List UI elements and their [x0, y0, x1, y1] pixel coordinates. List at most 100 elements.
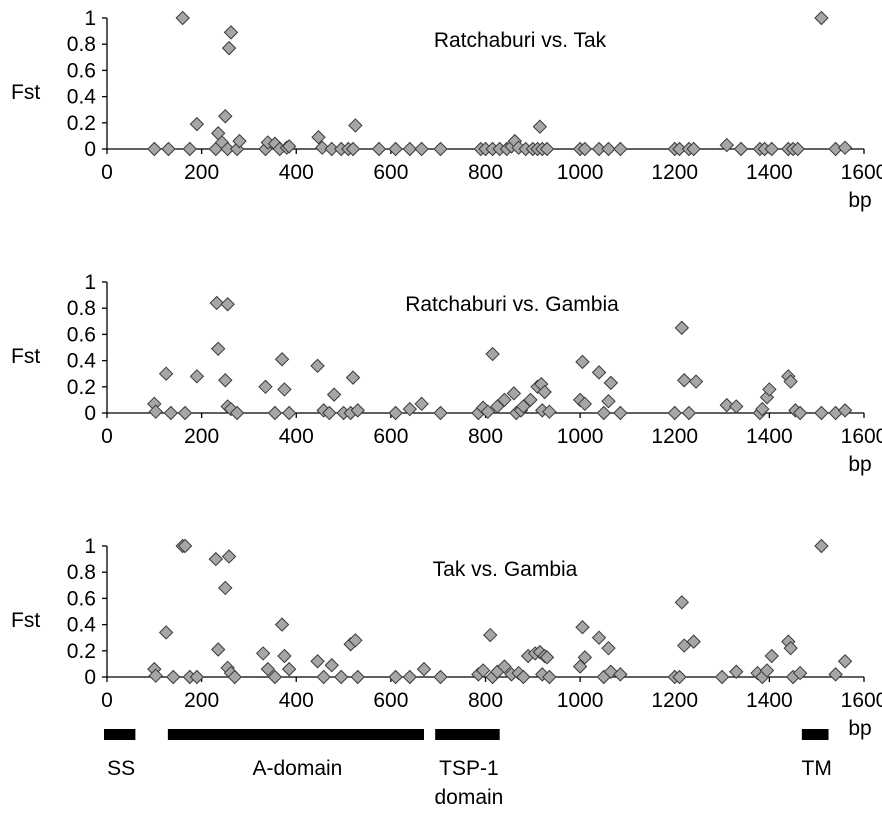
- data-point: [790, 141, 805, 157]
- data-point: [497, 659, 512, 674]
- data-point: [350, 403, 365, 418]
- data-point: [371, 141, 387, 157]
- data-point: [232, 133, 247, 149]
- data-point: [681, 405, 697, 421]
- data-point: [719, 397, 735, 413]
- data-point: [220, 297, 235, 312]
- x-tick-label: 1600: [841, 425, 882, 448]
- panel-title: Tak vs. Gambia: [433, 558, 578, 581]
- data-point: [189, 116, 205, 132]
- data-point: [764, 648, 779, 664]
- data-point: [388, 405, 403, 421]
- data-point: [837, 654, 853, 669]
- data-point: [310, 358, 325, 374]
- data-point: [258, 379, 273, 395]
- x-tick-label: 1200: [651, 161, 698, 184]
- data-point: [163, 405, 179, 421]
- data-point: [311, 130, 326, 145]
- data-point: [591, 365, 607, 380]
- data-point: [433, 405, 448, 421]
- domain-bar-segment: [801, 729, 829, 740]
- data-point: [542, 669, 557, 685]
- y-tick-label: 1: [84, 271, 96, 294]
- data-point: [729, 399, 744, 414]
- data-point: [227, 669, 242, 685]
- data-point: [255, 646, 271, 661]
- y-tick-label: 0.8: [67, 561, 96, 584]
- x-tick-label: 0: [101, 425, 113, 448]
- x-tick-label: 0: [101, 161, 113, 184]
- x-tick-label: 400: [279, 425, 314, 448]
- y-tick-label: 0.4: [67, 86, 97, 109]
- x-tick-label: 1000: [557, 689, 604, 712]
- data-point: [158, 366, 174, 381]
- x-axis-title: bp: [848, 453, 871, 476]
- y-tick-label: 0.6: [67, 587, 96, 610]
- data-point: [762, 382, 777, 397]
- y-tick-label: 0.8: [67, 33, 96, 56]
- panel-1: 0 0.2 0.4 0.6 0.8 1 0 200 400 600 800 1000 1200 1400 1…: [11, 7, 882, 212]
- data-point: [348, 118, 363, 133]
- domain-bar-segment: [104, 729, 136, 740]
- data-point: [596, 405, 611, 421]
- data-point: [208, 551, 224, 567]
- domain-label: domain: [434, 786, 503, 809]
- data-point: [575, 620, 590, 635]
- data-point: [414, 141, 429, 157]
- x-tick-label: 600: [373, 689, 408, 712]
- data-point: [281, 661, 297, 677]
- data-point: [210, 341, 226, 357]
- x-tick-label: 800: [468, 689, 503, 712]
- data-point: [182, 141, 198, 157]
- y-tick-label: 1: [84, 7, 96, 30]
- data-point: [218, 580, 233, 596]
- data-point: [792, 405, 808, 421]
- y-tick-label: 0.8: [67, 297, 96, 320]
- data-point: [601, 394, 616, 409]
- data-point: [277, 382, 292, 397]
- data-point: [688, 374, 704, 389]
- panels: 0 0.2 0.4 0.6 0.8 1 0 200 400 600 800 1000 1200 1400 1…: [11, 7, 882, 740]
- data-point: [218, 109, 233, 124]
- data-point: [148, 404, 163, 419]
- data-point: [814, 538, 829, 554]
- x-tick-label: 1400: [746, 689, 793, 712]
- x-tick-label: 1200: [651, 425, 698, 448]
- y-tick-label: 0.2: [67, 640, 96, 663]
- data-point: [281, 139, 297, 154]
- data-point: [537, 384, 552, 400]
- data-point: [402, 141, 418, 157]
- data-point: [316, 669, 331, 685]
- data-point: [539, 650, 555, 665]
- protein-domain-map: SS A-domain TSP-1 domain TM: [104, 729, 832, 809]
- data-point: [672, 669, 687, 685]
- data-point: [674, 320, 690, 336]
- x-tick-label: 600: [373, 161, 408, 184]
- y-tick-label: 0: [84, 666, 96, 689]
- data-point: [267, 669, 283, 685]
- x-tick-label: 200: [184, 161, 219, 184]
- data-point: [402, 669, 418, 685]
- x-tick-label: 1200: [651, 689, 698, 712]
- domain-label: SS: [107, 757, 135, 780]
- data-point: [523, 392, 538, 408]
- data-point: [575, 354, 590, 370]
- x-tick-label: 1000: [557, 425, 604, 448]
- data-point: [686, 141, 701, 157]
- data-point: [221, 549, 237, 564]
- data-point: [209, 295, 224, 311]
- data-point: [719, 137, 735, 153]
- x-tick-label: 800: [468, 425, 503, 448]
- data-point: [603, 375, 619, 391]
- x-tick-label: 1400: [746, 161, 793, 184]
- data-point: [814, 10, 829, 26]
- data-point: [274, 617, 290, 632]
- panel-2: 0 0.2 0.4 0.6 0.8 1 0 200 400 600 800 1000 1200 1400 1…: [11, 271, 882, 476]
- data-point: [783, 640, 798, 656]
- data-point: [345, 370, 361, 385]
- y-tick-label: 1: [84, 535, 96, 558]
- domain-label: TM: [802, 757, 832, 780]
- data-point: [324, 141, 339, 157]
- data-point: [260, 661, 276, 677]
- data-point: [601, 640, 616, 656]
